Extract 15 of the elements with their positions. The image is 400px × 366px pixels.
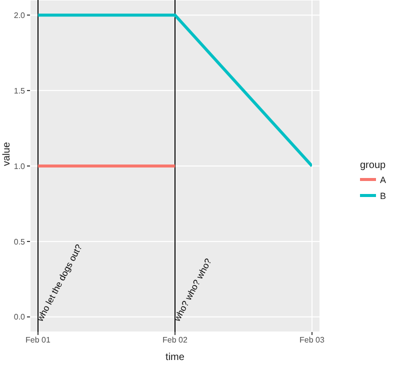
x-axis-title: time bbox=[166, 352, 185, 363]
x-tick-label: Feb 02 bbox=[162, 336, 188, 345]
y-axis-title: value bbox=[2, 142, 13, 166]
y-tick-label: 0.5 bbox=[14, 237, 26, 246]
x-tick-label: Feb 01 bbox=[26, 336, 52, 345]
y-tick-label: 1.5 bbox=[14, 86, 26, 96]
ref-line-label: who? who? who? bbox=[171, 256, 214, 324]
legend-label: A bbox=[380, 174, 386, 184]
legend-label: B bbox=[380, 190, 386, 200]
x-tick-label: Feb 03 bbox=[300, 336, 326, 345]
ref-line-label: who let the dogs out? bbox=[34, 242, 84, 324]
y-tick-label: 1.0 bbox=[14, 162, 26, 171]
y-tick-label: 2.0 bbox=[14, 10, 26, 20]
y-tick-label: 0.0 bbox=[14, 312, 26, 322]
legend-title: group bbox=[360, 160, 387, 170]
